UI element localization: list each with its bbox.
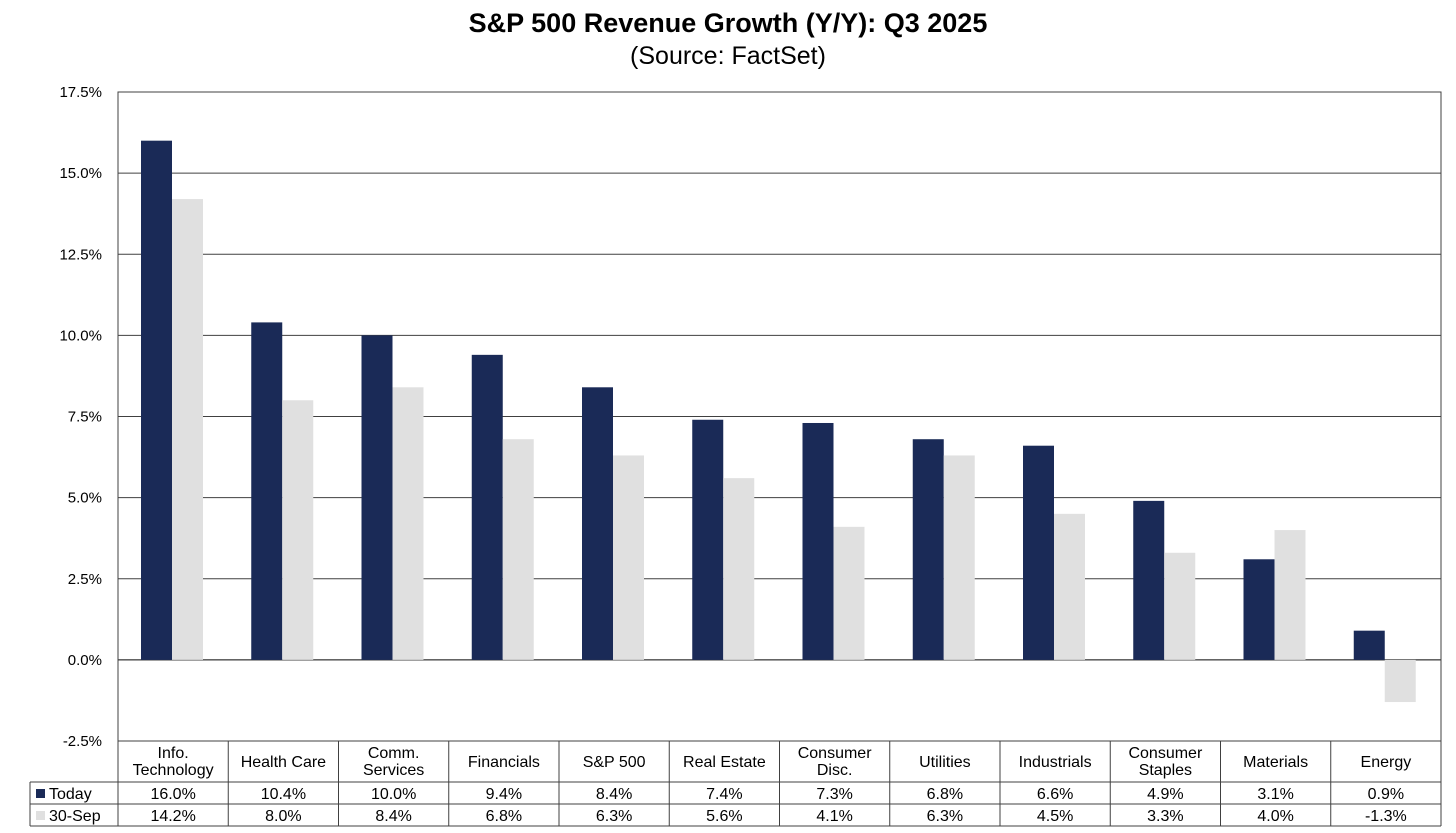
bar-today xyxy=(141,140,172,660)
bar-today xyxy=(251,322,283,660)
data-label: 4.5% xyxy=(1037,808,1073,825)
y-tick-label: 17.5% xyxy=(59,84,102,101)
data-label: 6.3% xyxy=(927,808,963,825)
legend-swatch xyxy=(36,789,45,798)
data-label: 8.4% xyxy=(596,786,632,803)
data-label: 6.6% xyxy=(1037,786,1073,803)
category-label: Consumer xyxy=(798,745,872,762)
y-tick-label: 5.0% xyxy=(68,490,102,507)
category-label: S&P 500 xyxy=(583,754,646,771)
data-label: -1.3% xyxy=(1365,808,1407,825)
data-label: 4.0% xyxy=(1257,808,1293,825)
category-label: Services xyxy=(363,762,424,779)
bar-today xyxy=(1353,630,1385,660)
bar-today xyxy=(912,439,944,660)
data-label: 6.8% xyxy=(486,808,522,825)
category-label: Comm. xyxy=(368,745,420,762)
legend-label: Today xyxy=(49,786,92,803)
category-label: Energy xyxy=(1361,754,1412,771)
y-tick-label: 10.0% xyxy=(59,327,102,344)
category-label: Industrials xyxy=(1019,754,1092,771)
bar-today xyxy=(361,335,393,660)
bar-sep30 xyxy=(1274,530,1306,660)
chart-subtitle: (Source: FactSet) xyxy=(630,42,826,70)
bar-today xyxy=(582,387,613,660)
bar-sep30 xyxy=(1384,659,1416,703)
bar-today xyxy=(1243,559,1275,660)
bar-sep30 xyxy=(1164,552,1196,660)
data-table: Info.Technology Health Care Comm.Services F… xyxy=(29,741,1442,827)
data-label: 16.0% xyxy=(150,786,195,803)
y-tick-label: 12.5% xyxy=(59,246,102,263)
y-axis-ticks: -2.5% 0.0% 2.5% 5.0% 7.5% 10.0% 12.5% 15.0% 17.5… xyxy=(59,84,102,750)
gridlines xyxy=(117,91,1442,742)
data-label: 8.0% xyxy=(265,808,301,825)
y-tick-label: 15.0% xyxy=(59,165,102,182)
data-label: 7.3% xyxy=(816,786,852,803)
category-label: Materials xyxy=(1243,754,1308,771)
y-tick-label: 7.5% xyxy=(68,409,102,426)
bar-sep30 xyxy=(943,455,975,660)
bar-sep30 xyxy=(723,478,755,660)
data-label: 10.0% xyxy=(371,786,416,803)
category-label: Financials xyxy=(468,754,540,771)
bar-sep30 xyxy=(1054,513,1085,660)
data-label: 9.4% xyxy=(486,786,522,803)
bar-sep30 xyxy=(392,387,424,660)
bar-today xyxy=(692,419,724,660)
legend-swatch xyxy=(36,811,45,820)
y-tick-label: 0.0% xyxy=(68,652,102,669)
data-label: 5.6% xyxy=(706,808,742,825)
category-label: Staples xyxy=(1139,762,1192,779)
bar-sep30 xyxy=(833,526,865,660)
data-label: 6.8% xyxy=(927,786,963,803)
data-label: 8.4% xyxy=(375,808,411,825)
category-label: Technology xyxy=(133,762,214,779)
y-tick-label: -2.5% xyxy=(63,733,102,750)
data-label: 14.2% xyxy=(150,808,195,825)
category-label: Info. xyxy=(158,745,189,762)
data-label: 4.1% xyxy=(816,808,852,825)
bar-sep30 xyxy=(502,439,534,660)
bar-today xyxy=(802,422,834,660)
data-label: 6.3% xyxy=(596,808,632,825)
data-label: 7.4% xyxy=(706,786,742,803)
bar-sep30 xyxy=(172,199,203,660)
bar-sep30 xyxy=(282,400,314,660)
chart-title: S&P 500 Revenue Growth (Y/Y): Q3 2025 xyxy=(468,8,988,38)
bar-today xyxy=(1023,445,1054,660)
category-label: Consumer xyxy=(1128,745,1202,762)
data-label: 3.3% xyxy=(1147,808,1183,825)
bar-sep30 xyxy=(613,455,644,660)
category-label: Utilities xyxy=(919,754,971,771)
category-label: Disc. xyxy=(817,762,853,779)
bar-today xyxy=(471,354,503,660)
category-label: Real Estate xyxy=(683,754,766,771)
bars xyxy=(141,140,1416,703)
bar-today xyxy=(1133,500,1165,660)
data-label: 10.4% xyxy=(261,786,306,803)
data-label: 4.9% xyxy=(1147,786,1183,803)
data-label: 0.9% xyxy=(1368,786,1404,803)
y-tick-label: 2.5% xyxy=(68,571,102,588)
category-label: Health Care xyxy=(241,754,326,771)
data-label: 3.1% xyxy=(1257,786,1293,803)
legend-label: 30-Sep xyxy=(49,808,101,825)
